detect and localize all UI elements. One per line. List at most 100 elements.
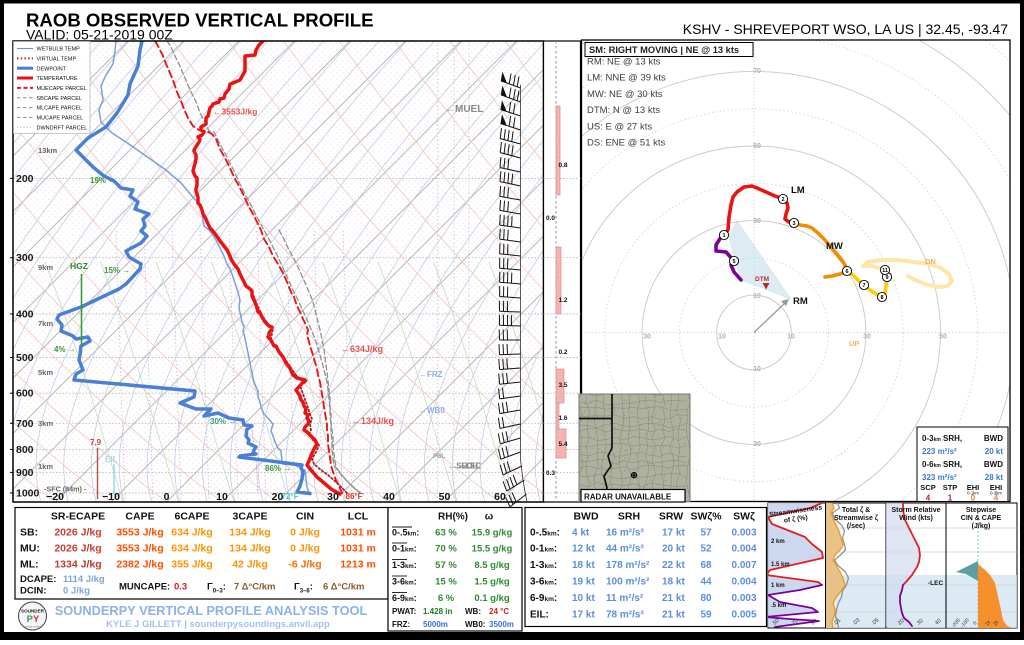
svg-text:←FRZ: ←FRZ [419, 370, 443, 379]
svg-text:RH(%): RH(%) [438, 512, 468, 523]
svg-text:CIN & CAPE: CIN & CAPE [961, 515, 1002, 522]
svg-text:0-1km:: 0-1km: [530, 544, 557, 555]
svg-text:.5 km: .5 km [771, 603, 786, 609]
svg-text:0.8: 0.8 [559, 162, 568, 169]
svg-text:4: 4 [994, 494, 999, 503]
svg-text:MUCAPE PARCEL: MUCAPE PARCEL [37, 116, 84, 122]
svg-text:SCP: SCP [920, 483, 935, 492]
svg-text:42 J/kg: 42 J/kg [232, 559, 268, 571]
svg-text:-LEC: -LEC [928, 580, 943, 587]
svg-text:6-9km:: 6-9km: [530, 593, 557, 604]
svg-text:WB:: WB: [465, 607, 481, 616]
svg-text:50: 50 [753, 143, 761, 150]
svg-text:0.004: 0.004 [731, 577, 756, 588]
svg-text:178 m²/s²: 178 m²/s² [606, 560, 650, 571]
svg-text:80: 80 [700, 593, 712, 604]
svg-text:8.5 g/kg: 8.5 g/kg [474, 560, 510, 571]
svg-text:16 m²/s²: 16 m²/s² [606, 528, 644, 539]
svg-text:0.0: 0.0 [546, 215, 555, 222]
svg-text:15% →: 15% → [104, 266, 130, 275]
svg-text:3: 3 [792, 221, 795, 227]
svg-text:50: 50 [939, 334, 947, 341]
svg-text:1: 1 [722, 233, 725, 239]
svg-text:200: 200 [16, 173, 34, 185]
svg-text:3500m: 3500m [489, 620, 514, 629]
svg-text:Wind (kts): Wind (kts) [899, 515, 933, 522]
svg-text:RM: RM [793, 296, 808, 307]
svg-text:52: 52 [700, 544, 712, 555]
svg-text:VALID: 05-21-2019 00Z: VALID: 05-21-2019 00Z [26, 27, 173, 43]
svg-text:0.003: 0.003 [731, 593, 756, 604]
svg-text:5.4: 5.4 [559, 441, 568, 448]
svg-text:vertical profiles: vertical profiles [24, 625, 42, 629]
svg-text:86% →: 86% → [265, 464, 291, 473]
svg-text:86°F: 86°F [346, 492, 363, 501]
svg-text:STP: STP [943, 483, 958, 492]
svg-text:50: 50 [439, 491, 451, 503]
svg-text:LM: LM [791, 185, 805, 196]
svg-text:223 m²/s²: 223 m²/s² [922, 447, 957, 456]
svg-text:7.9: 7.9 [90, 438, 102, 447]
svg-text:0.005: 0.005 [731, 610, 756, 621]
svg-text:DS: ENE @ 51 kts: DS: ENE @ 51 kts [587, 138, 666, 149]
svg-text:634 J/kg: 634 J/kg [171, 543, 212, 555]
svg-text:WETBULB TEMP: WETBULB TEMP [37, 47, 81, 53]
svg-text:600: 600 [16, 388, 34, 400]
svg-text:−10: −10 [102, 491, 120, 503]
svg-text:DWNDRFT PARCEL: DWNDRFT PARCEL [37, 125, 88, 131]
svg-text:←MUEL: ←MUEL [445, 104, 483, 115]
svg-text:19% →: 19% → [90, 176, 116, 185]
svg-text:355 J/kg: 355 J/kg [171, 559, 212, 571]
svg-text:0.004: 0.004 [731, 544, 756, 555]
svg-text:MW: MW [826, 241, 843, 252]
svg-text:0.2: 0.2 [559, 349, 568, 356]
svg-text:←EL: ←EL [462, 462, 481, 471]
svg-text:2382 J/kg: 2382 J/kg [116, 559, 163, 571]
svg-text:323 m²/s²: 323 m²/s² [922, 473, 957, 482]
svg-text:BWD: BWD [984, 460, 1003, 469]
svg-text:7: 7 [862, 283, 865, 289]
svg-text:15.9 g/kg: 15.9 g/kg [472, 528, 513, 539]
svg-text:KYLE J GILLETT | sounderpysoun: KYLE J GILLETT | sounderpysoundings.anvi… [106, 619, 330, 630]
svg-text:59: 59 [700, 610, 712, 621]
svg-text:21 kt: 21 kt [662, 610, 685, 621]
svg-text:←WB0: ←WB0 [419, 406, 445, 415]
svg-text:60: 60 [494, 491, 506, 503]
svg-text:30: 30 [753, 218, 761, 225]
svg-text:6 Δ°C/km: 6 Δ°C/km [323, 582, 364, 593]
svg-text:SWζ: SWζ [733, 511, 755, 523]
svg-text:78 m²/s²: 78 m²/s² [606, 610, 644, 621]
svg-text:13km: 13km [38, 146, 58, 155]
svg-text:20 kt: 20 kt [662, 544, 685, 555]
svg-text:0-3km SRH,: 0-3km SRH, [922, 434, 962, 443]
svg-text:10: 10 [718, 334, 726, 341]
svg-text:4% →: 4% → [54, 345, 76, 354]
svg-text:6-9km:: 6-9km: [392, 593, 417, 603]
svg-text:DTM: N @ 13 kts: DTM: N @ 13 kts [587, 105, 660, 116]
svg-text:400: 400 [16, 309, 34, 321]
svg-text:57 %: 57 % [435, 560, 457, 571]
svg-text:ω: ω [485, 512, 494, 523]
svg-text:Storm Relative: Storm Relative [891, 507, 940, 514]
svg-text:0-1km:: 0-1km: [392, 544, 417, 554]
svg-text:MU:: MU: [20, 543, 40, 555]
svg-text:2026 J/kg: 2026 J/kg [54, 527, 101, 539]
svg-text:28 kt: 28 kt [985, 473, 1004, 482]
svg-text:KSHV - SHREVEPORT WSO, LA US |: KSHV - SHREVEPORT WSO, LA US | 32.45, -9… [683, 21, 1008, 37]
svg-text:1.5 km: 1.5 km [771, 562, 790, 568]
svg-text:40: 40 [383, 491, 395, 503]
svg-text:7km: 7km [38, 319, 53, 328]
svg-text:EIL:: EIL: [530, 610, 549, 621]
svg-text:1334 J/kg: 1334 J/kg [54, 559, 101, 571]
svg-text:30: 30 [753, 441, 761, 448]
svg-text:30: 30 [863, 334, 871, 341]
svg-text:1114 J/kg: 1114 J/kg [63, 574, 105, 585]
svg-text:57: 57 [700, 528, 712, 539]
svg-text:←3553J/kg: ←3553J/kg [213, 107, 257, 117]
svg-text:12 kt: 12 kt [572, 544, 595, 555]
svg-text:MLCAPE PARCEL: MLCAPE PARCEL [37, 106, 83, 112]
svg-text:11: 11 [882, 268, 888, 274]
svg-text:3553 J/kg: 3553 J/kg [116, 527, 163, 539]
svg-text:1km: 1km [38, 462, 53, 471]
svg-text:←634J/kg: ←634J/kg [341, 344, 383, 354]
